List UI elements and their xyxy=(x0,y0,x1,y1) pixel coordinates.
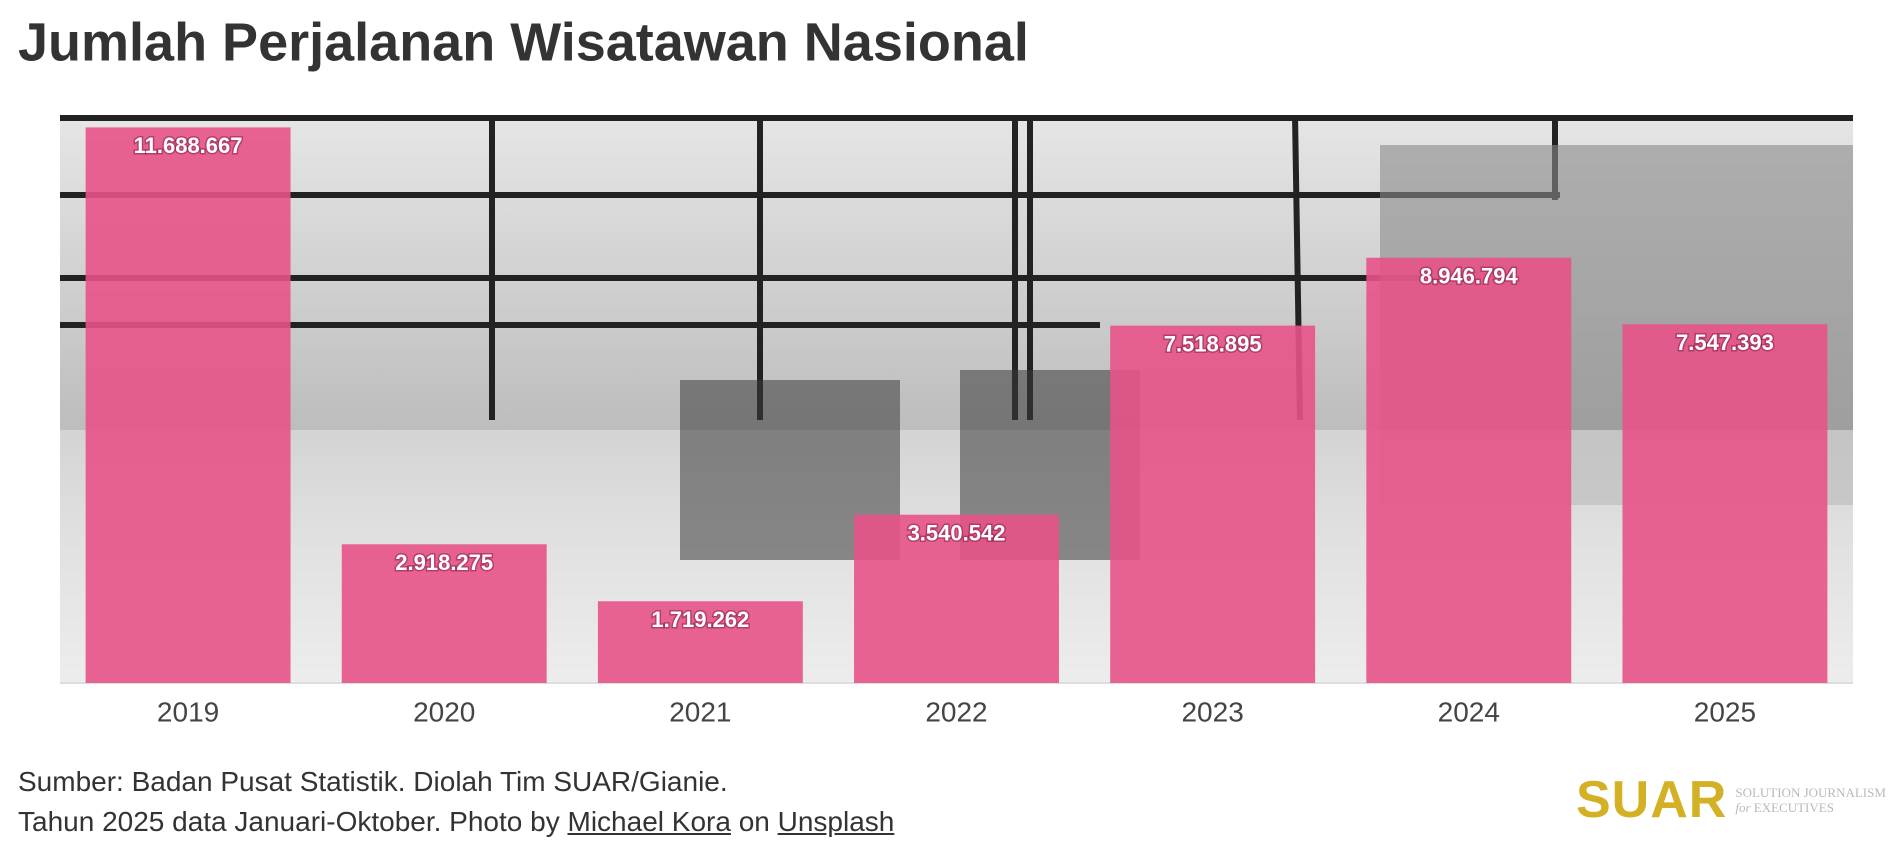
value-label: 3.540.542 xyxy=(908,521,1006,546)
x-tick-label: 2023 xyxy=(1181,696,1243,727)
bar xyxy=(597,601,803,683)
logo-name: SUAR xyxy=(1576,771,1728,829)
bar xyxy=(854,514,1059,683)
bar xyxy=(1110,325,1316,683)
x-tick-label: 2024 xyxy=(1438,696,1500,727)
chart-title: Jumlah Perjalanan Wisatawan Nasional xyxy=(18,12,1029,72)
connector-text: on xyxy=(738,806,770,837)
chart: Jumlah Perjalanan Wisatawan Nasional 201… xyxy=(18,12,1853,727)
x-tick-label: 2021 xyxy=(669,696,731,727)
value-label: 1.719.262 xyxy=(651,607,749,632)
x-tick-label: 2020 xyxy=(413,696,475,727)
source-text: Sumber: Badan Pusat Statistik. Diolah Ti… xyxy=(18,766,728,797)
value-label: 7.518.895 xyxy=(1164,331,1262,356)
value-label: 8.946.794 xyxy=(1420,264,1519,289)
value-label: 7.547.393 xyxy=(1676,330,1774,355)
value-label: 2.918.275 xyxy=(395,550,493,575)
note-line: Tahun 2025 data Januari-Oktober. Photo b… xyxy=(18,806,894,838)
logo: SUAR SOLUTION JOURNALISM for EXECUTIVES xyxy=(1576,770,1886,830)
site-link[interactable]: Unsplash xyxy=(777,806,895,837)
value-label: 11.688.667 xyxy=(134,133,243,158)
logo-tagline-for: for xyxy=(1735,800,1751,815)
logo-tagline-bottom: EXECUTIVES xyxy=(1753,800,1834,815)
x-tick-label: 2022 xyxy=(925,696,987,727)
bar xyxy=(1622,324,1828,683)
logo-tagline-top: SOLUTION JOURNALISM xyxy=(1735,785,1886,800)
bar xyxy=(341,544,547,683)
x-tick-label: 2019 xyxy=(157,696,219,727)
photographer-link[interactable]: Michael Kora xyxy=(567,806,731,837)
logo-tagline: SOLUTION JOURNALISM for EXECUTIVES xyxy=(1735,785,1886,815)
bar xyxy=(1366,257,1572,683)
bar xyxy=(85,127,291,684)
note-text: Tahun 2025 data Januari-Oktober. Photo b… xyxy=(18,806,560,837)
x-tick-label: 2025 xyxy=(1694,696,1756,727)
